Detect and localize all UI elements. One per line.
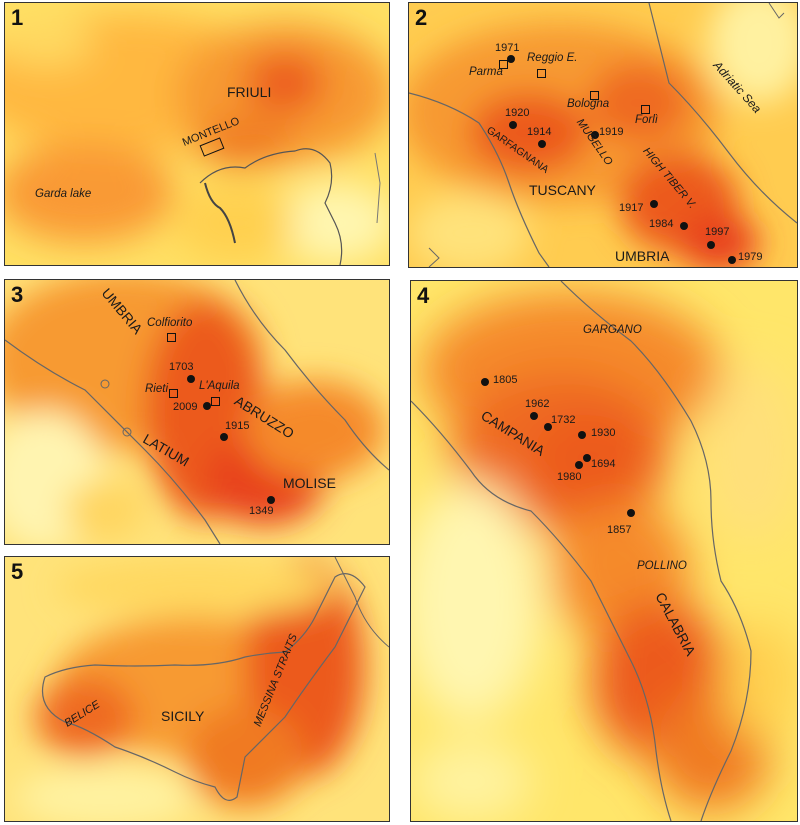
city-marker — [641, 105, 650, 114]
panel-number: 2 — [415, 5, 428, 30]
city-marker — [537, 69, 546, 78]
event-dot — [544, 423, 552, 431]
label-sicily: SICILY — [161, 708, 205, 724]
year-label: 1915 — [225, 420, 250, 432]
label-parma: Parma — [469, 66, 503, 78]
event-dot — [707, 241, 715, 249]
event-dot — [680, 222, 688, 230]
panel-number: 3 — [11, 282, 24, 307]
label-rieti: Rieti — [145, 383, 169, 395]
label-colfiorito: Colfiorito — [147, 317, 193, 329]
year-label: 1805 — [493, 374, 518, 386]
event-dot — [591, 131, 599, 139]
map-panel-1: 1 FRIULI MONTELLO Garda lake — [4, 2, 390, 266]
label-gargano: GARGANO — [583, 324, 642, 336]
event-dot — [538, 140, 546, 148]
year-label: 1997 — [705, 226, 730, 238]
year-label: 1703 — [169, 361, 194, 373]
panel-number: 4 — [417, 283, 430, 308]
event-dot — [509, 121, 517, 129]
map-panel-3: 3 UMBRIA Colfiorito 1703 Rieti L'Aquila … — [4, 279, 390, 545]
label-garda-lake: Garda lake — [35, 188, 92, 200]
city-marker — [590, 91, 599, 100]
event-dot — [507, 55, 515, 63]
year-label: 1732 — [551, 414, 576, 426]
label-molise: MOLISE — [283, 475, 336, 491]
event-dot — [203, 402, 211, 410]
year-label: 1984 — [649, 218, 674, 230]
city-marker — [211, 397, 220, 406]
year-label: 1694 — [591, 458, 616, 470]
label-umbria: UMBRIA — [615, 248, 670, 264]
year-label: 2009 — [173, 401, 198, 413]
year-label: 1919 — [599, 126, 624, 138]
label-tuscany: TUSCANY — [529, 182, 596, 198]
year-label: 1971 — [495, 42, 520, 54]
event-dot — [627, 509, 635, 517]
event-dot — [650, 200, 658, 208]
year-label: 1349 — [249, 505, 274, 517]
event-dot — [220, 433, 228, 441]
city-marker — [499, 60, 508, 69]
event-dot — [530, 412, 538, 420]
heatmap-4 — [411, 281, 797, 821]
year-label: 1917 — [619, 202, 644, 214]
year-label: 1930 — [591, 427, 616, 439]
year-label: 1962 — [525, 398, 550, 410]
event-dot — [187, 375, 195, 383]
year-label: 1914 — [527, 126, 552, 138]
label-laquila: L'Aquila — [199, 380, 240, 392]
label-forli: Forlì — [635, 114, 658, 126]
heatmap-3 — [5, 280, 389, 544]
panel-number: 1 — [11, 5, 24, 30]
event-dot — [575, 461, 583, 469]
year-label: 1920 — [505, 107, 530, 119]
city-marker — [167, 333, 176, 342]
event-dot — [728, 256, 736, 264]
heatmap-1 — [5, 3, 389, 265]
map-panel-5: 5 BELICE SICILY MESSINA STRAITS — [4, 556, 390, 822]
event-dot — [481, 378, 489, 386]
year-label: 1857 — [607, 524, 632, 536]
label-pollino: POLLINO — [637, 560, 687, 572]
event-dot — [583, 454, 591, 462]
label-reggio: Reggio E. — [527, 52, 578, 64]
map-panel-4: 4 GARGANO 1805 1962 1732 1930 CAMPANIA 1… — [410, 280, 798, 822]
event-dot — [578, 431, 586, 439]
panel-number: 5 — [11, 559, 24, 584]
city-marker — [169, 389, 178, 398]
year-label: 1980 — [557, 471, 582, 483]
label-friuli: FRIULI — [227, 84, 272, 100]
label-bologna: Bologna — [567, 98, 610, 110]
heatmap-2 — [409, 3, 797, 267]
map-panel-2: 2 1971 Parma Reggio E. Bologna Forlì 192… — [408, 2, 798, 268]
year-label: 1979 — [738, 251, 763, 263]
heatmap-5 — [5, 557, 389, 821]
event-dot — [267, 496, 275, 504]
